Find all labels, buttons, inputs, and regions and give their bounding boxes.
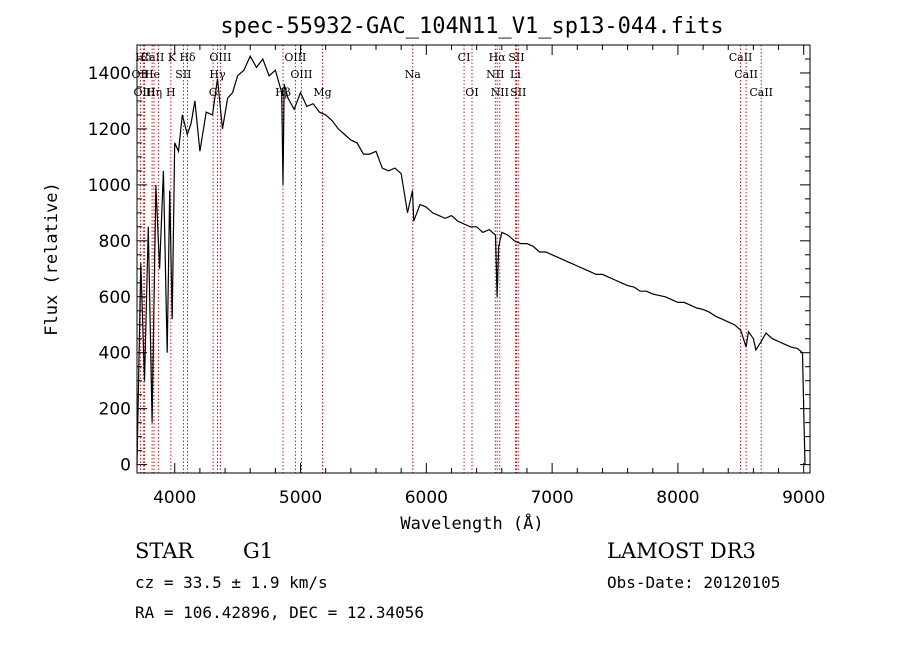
line-label: Hγ [209,68,226,81]
line-label: Hα [489,51,507,64]
chart-title: spec-55932-GAC_104N11_V1_sp13-044.fits [220,14,723,39]
y-tick-label: 1400 [88,64,131,84]
line-label: CaII [734,68,758,81]
line-label: Hδ [135,51,152,64]
line-label: OIII [290,68,312,81]
line-label: Li [510,68,521,81]
line-label: OIII [134,86,156,99]
subclass: G1 [243,539,274,563]
line-label: CaII [749,86,773,99]
y-tick-label: 200 [99,400,131,420]
line-label: SII [175,68,191,81]
survey-name: LAMOST DR3 [607,539,756,563]
observation-date: Obs-Date: 20120105 [607,573,781,592]
y-tick-label: 800 [99,232,131,252]
line-label: OI [465,86,478,99]
line-label: H [166,86,176,99]
x-axis-label: Wavelength (Å) [400,512,543,534]
y-tick-label: 0 [120,456,131,476]
redshift-cz: cz = 33.5 ± 1.9 km/s [135,573,328,592]
line-label: Hβ [275,86,291,99]
x-tick-label: 7000 [530,488,573,508]
y-tick-label: 1200 [88,120,131,140]
coordinates: RA = 106.42896, DEC = 12.34056 [135,603,424,622]
line-label: CaII K [141,51,177,64]
line-label: CaII [729,51,753,64]
line-label: SII [510,86,526,99]
y-tick-label: 600 [99,288,131,308]
y-tick-label: 400 [99,344,131,364]
object-type: STAR [135,539,194,563]
line-label: He [144,68,160,81]
line-label: OIII [284,51,306,64]
plot-frame [136,44,811,474]
x-tick-label: 6000 [405,488,448,508]
line-label: OII [132,68,150,81]
line-label: SII [508,51,524,64]
line-label: Hδ [179,51,196,64]
line-label: OIII [209,51,231,64]
line-label: CI [458,51,471,64]
line-label: G [209,86,218,99]
emission-line-markers [139,45,762,473]
x-tick-label: 8000 [656,488,699,508]
x-tick-label: 9000 [782,488,825,508]
line-label: Na [405,68,422,81]
x-tick-label: 4000 [153,488,196,508]
axis-ticks: 4000 5000 6000 7000 8000 9000 0 200 400 600 800 100… [88,45,825,508]
y-tick-label: 1000 [88,176,131,196]
line-label: Hη [146,86,162,99]
y-axis-label: Flux (relative) [42,182,62,336]
line-label: Mg [313,86,331,99]
line-label: NII [491,86,509,99]
x-tick-label: 5000 [279,488,322,508]
spectrum-line [136,54,806,465]
line-label: NII [486,68,504,81]
